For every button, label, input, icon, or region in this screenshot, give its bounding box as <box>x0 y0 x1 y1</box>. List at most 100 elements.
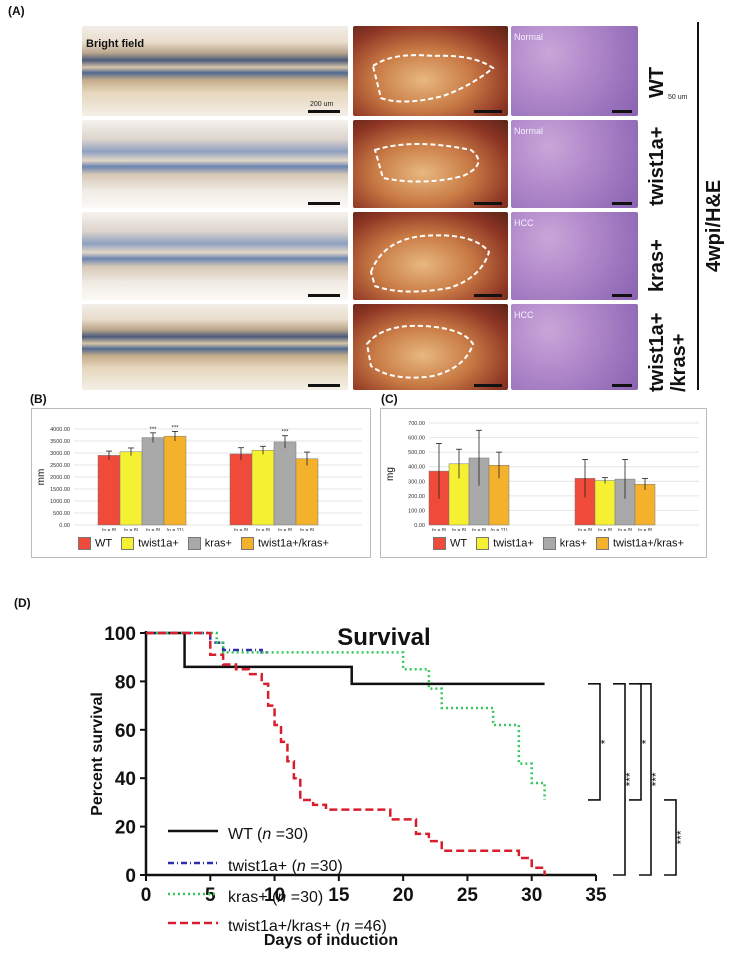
legend-item: kras+ <box>542 537 587 550</box>
km-legend-wt: WT (n =30) <box>228 826 309 843</box>
chart-d: 0 20 40 60 80 100 0 5 10 15 20 25 30 35 Days of induct… <box>89 624 688 949</box>
n-label: (n = 8) <box>452 528 467 531</box>
significance-label: *** <box>149 427 157 433</box>
y-tick-label: 40 <box>115 769 136 790</box>
legend-swatch <box>121 537 135 550</box>
n-label: (n = 8) <box>638 528 653 531</box>
liver-outline <box>369 234 491 293</box>
bright-field-label: Bright field <box>86 38 145 50</box>
significance-label: *** <box>649 772 663 786</box>
n-label: (n = 8) <box>256 528 271 531</box>
panel-b-label: (B) <box>30 392 47 406</box>
x-tick-label: 35 <box>585 885 607 906</box>
legend-swatch <box>596 537 609 550</box>
y-tick-label: 2500.00 <box>50 463 70 469</box>
y-tick-label: 500.00 <box>53 511 70 517</box>
side-bracket <box>697 22 699 390</box>
y-tick-label: 700.00 <box>408 421 425 427</box>
significance-bracket <box>664 799 677 876</box>
n-label: (n = 8) <box>124 528 139 531</box>
bar <box>251 450 275 526</box>
legend-item: WT <box>78 537 112 550</box>
n-label: (n = 8) <box>300 528 315 531</box>
y-tick-label: 300.00 <box>408 479 425 485</box>
chart-c-frame: 0.00 100.00 200.00 300.00 400.00 500.00 600.00… <box>380 408 707 558</box>
panel-a-label: (A) <box>8 4 25 18</box>
y-tick-label: 2000.00 <box>50 475 70 481</box>
km-legend-kras: kras+ (n =30) <box>228 889 324 906</box>
x-tick-label: 15 <box>328 885 350 906</box>
panel-c-label: (C) <box>381 392 398 406</box>
significance-bracket <box>629 683 642 801</box>
significance-label: *** <box>171 425 179 431</box>
tissue-status-label: HCC <box>514 218 534 228</box>
chart-b-legend: WT twist1a+ kras+ twist1a+/kras+ <box>78 537 329 550</box>
legend-item: WT <box>433 537 467 550</box>
y-tick-label: 60 <box>115 721 136 742</box>
gut-photo-twist1a-kras <box>353 304 508 390</box>
n-label: (n = 8) <box>278 528 293 531</box>
side-label: 4wpi/H&E <box>703 179 725 272</box>
n-label: (n = 8) <box>578 528 593 531</box>
y-axis-label: mg <box>385 467 396 481</box>
he-section-twist1a-kras <box>511 304 638 390</box>
legend-item: twist1a+/kras+ <box>241 537 329 550</box>
survival-curve <box>146 631 546 875</box>
chart-c-legend: WT twist1a+ kras+ twist1a+/kras+ <box>433 537 684 550</box>
scale-bar <box>474 384 502 387</box>
fish-photo-kras <box>82 212 348 300</box>
y-tick-label: 600.00 <box>408 436 425 442</box>
scale-bar <box>308 202 340 205</box>
x-tick-label: 25 <box>457 885 479 906</box>
significance-label: *** <box>623 772 637 786</box>
scale-bar <box>612 110 632 113</box>
scale-bar <box>308 384 340 387</box>
significance-label: * <box>639 739 653 744</box>
x-tick-label: 30 <box>521 885 542 906</box>
significance-label: * <box>598 739 612 744</box>
scale-bar <box>612 384 632 387</box>
bar <box>119 451 143 526</box>
significance-label: *** <box>281 430 289 436</box>
row-label-wt: WT <box>646 66 668 98</box>
chart-b: 0.00 500.00 1000.00 1500.00 2000.00 2500.00 30… <box>36 425 362 531</box>
row-label-kras: kras+ <box>646 239 668 292</box>
liver-outline <box>373 143 480 183</box>
n-label: (n = 8) <box>432 528 447 531</box>
significance-bracket <box>639 683 652 876</box>
gut-photo-twist1a <box>353 120 508 208</box>
y-tick-label: 0.00 <box>414 523 425 529</box>
legend-swatch <box>476 537 490 550</box>
y-tick-label: 1000.00 <box>50 499 70 505</box>
liver-outline <box>371 54 495 103</box>
y-tick-label: 3000.00 <box>50 451 70 457</box>
legend-swatch <box>241 537 254 550</box>
survival-curve <box>146 631 545 686</box>
scale-bar <box>474 202 502 205</box>
row-label-twist1a: twist1a+ <box>646 126 668 206</box>
liver-outline <box>365 324 475 379</box>
fish-photo-twist1a <box>82 120 348 208</box>
x-tick-label: 0 <box>141 885 152 906</box>
scale-bar <box>474 110 502 113</box>
y-tick-label: 200.00 <box>408 494 425 500</box>
scale-bar <box>612 202 632 205</box>
n-label: (n = 8) <box>146 528 161 531</box>
legend-item: twist1a+ <box>121 537 179 550</box>
x-tick-label: 20 <box>393 885 414 906</box>
y-tick-label: 0.00 <box>59 523 70 529</box>
y-tick-label: 1500.00 <box>50 487 70 493</box>
panel-a-figure: Bright field 200 um Normal Normal HCC HC… <box>82 26 698 390</box>
bar <box>97 455 121 526</box>
n-label: (n = 8) <box>102 528 117 531</box>
tissue-status-label: Normal <box>514 126 544 136</box>
gut-photo-kras <box>353 212 508 300</box>
scale-bar <box>308 294 340 297</box>
bar <box>141 437 165 526</box>
tissue-status-label: Normal <box>514 32 544 42</box>
legend-swatch <box>542 537 556 550</box>
y-tick-label: 3500.00 <box>50 439 70 445</box>
chart-title: Survival <box>337 624 430 651</box>
he-section-twist1a <box>511 120 638 208</box>
y-tick-label: 4000.00 <box>50 427 70 433</box>
